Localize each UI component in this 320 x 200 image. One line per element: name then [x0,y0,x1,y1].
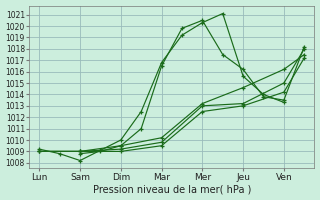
X-axis label: Pression niveau de la mer( hPa ): Pression niveau de la mer( hPa ) [92,184,251,194]
